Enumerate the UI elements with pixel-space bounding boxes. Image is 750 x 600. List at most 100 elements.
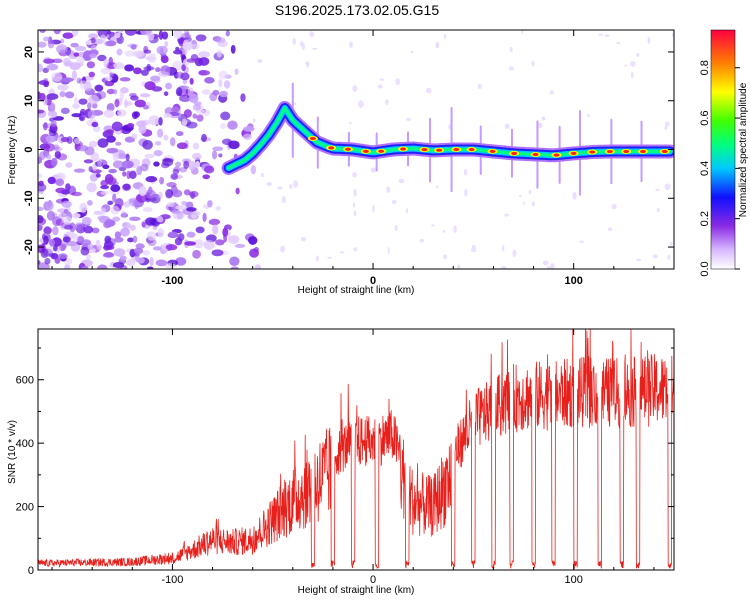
spectrogram-hotspot-core: [570, 151, 577, 156]
spectrogram-x-axis-label: Height of straight line (km): [298, 285, 415, 296]
spectrogram-noise-blob: [140, 30, 152, 36]
spectrogram-noise-blob: [155, 259, 168, 267]
spectrogram-noise-blob: [250, 164, 257, 175]
spectrogram-noise-blob: [372, 204, 375, 213]
spectrogram-noise-blob: [180, 72, 190, 81]
spectrogram-noise-blob: [177, 233, 185, 242]
spectrogram-noise-blob: [164, 41, 169, 48]
spectrogram-noise-blob: [636, 258, 642, 261]
spectrogram-noise-blob: [143, 66, 155, 71]
spectrogram-noise-blob: [52, 225, 59, 236]
spectrogram-noise-blob: [64, 224, 74, 230]
spectrogram-noise-blob: [65, 162, 73, 168]
spectrogram-noise-blob: [100, 207, 107, 216]
spectrogram-noise-blob: [457, 264, 461, 269]
spectrogram-noise-blob: [112, 193, 117, 203]
spectrogram-noise-blob: [280, 245, 286, 253]
spectrogram-noise-blob: [47, 39, 55, 49]
spectrogram-noise-blob: [266, 182, 272, 187]
spectrogram-noise-blob: [192, 249, 201, 259]
spectrogram-noise-blob: [398, 178, 405, 184]
spectrogram-noise-blob: [45, 153, 52, 160]
spectrogram-noise-blob: [112, 89, 118, 95]
spectrogram-noise-blob: [192, 142, 200, 150]
spectrogram-noise-blob: [103, 58, 109, 68]
spectrogram-noise-blob: [95, 239, 101, 247]
spectrogram-noise-blob: [44, 257, 51, 265]
spectrogram-noise-blob: [90, 37, 96, 44]
spectrogram-noise-blob: [72, 103, 81, 109]
spectrogram-noise-blob: [162, 158, 174, 167]
spectrogram-noise-blob: [186, 58, 198, 63]
spectrogram-noise-blob: [655, 188, 660, 191]
spectrogram-noise-blob: [42, 67, 49, 74]
spectrogram-y-tick-label: -10: [23, 190, 35, 206]
spectrogram-noise-blob: [112, 152, 120, 162]
spectrogram-noise-blob: [127, 237, 135, 243]
spectrogram-noise-blob: [305, 61, 308, 65]
spectrogram-noise-blob: [183, 160, 190, 170]
spectrogram-noise-blob: [140, 163, 149, 172]
spectrogram-noise-blob: [254, 264, 262, 269]
spectrogram-noise-blob: [105, 76, 113, 81]
spectrogram-noise-blob: [293, 180, 299, 188]
spectrogram-noise-blob: [292, 38, 297, 45]
spectrogram-noise-blob: [156, 215, 164, 223]
spectrogram-noise-blob: [201, 133, 207, 143]
spectrogram-noise-blob: [38, 109, 45, 114]
spectrogram-x-tick-label: 100: [565, 275, 583, 287]
spectrogram-noise-blob: [550, 263, 555, 269]
spectrogram-noise-blob: [76, 77, 82, 84]
spectrogram-noise-blob: [73, 137, 81, 145]
spectrogram-noise-blob: [470, 247, 477, 253]
spectrogram-noise-blob: [43, 58, 55, 64]
spectrogram-noise-blob: [204, 77, 215, 84]
spectrogram-noise-blob: [175, 131, 184, 137]
spectrogram-noise-blob: [161, 31, 169, 40]
spectrogram-noise-blob: [135, 255, 141, 262]
spectrogram-noise-blob: [196, 114, 204, 122]
spectrogram-noise-blob: [309, 31, 315, 38]
spectrogram-noise-blob: [106, 103, 115, 112]
spectrogram-noise-blob: [43, 226, 53, 234]
spectrogram-noise-blob: [158, 71, 171, 77]
spectrogram-noise-blob: [240, 93, 246, 102]
spectrogram-noise-blob: [160, 55, 169, 64]
spectrogram-noise-blob: [185, 201, 194, 209]
spectrogram-noise-blob: [228, 235, 240, 244]
spectrogram-hotspot-core: [400, 147, 407, 151]
spectrogram-noise-blob: [201, 109, 211, 116]
spectrogram-noise-blob: [90, 152, 99, 162]
spectrogram-noise-blob: [156, 128, 164, 138]
spectrogram-x-tick-label: 0: [370, 275, 376, 287]
spectrogram-noise-blob: [72, 233, 79, 242]
spectrogram-noise-blob: [88, 33, 98, 40]
colorbar: 0.0 0.2 0.4 0.6 0.8 Normalized spectral ampl…: [699, 29, 749, 277]
spectrogram-noise-blob: [54, 150, 61, 159]
snr-marks: [38, 329, 674, 570]
spectrogram-noise-blob: [43, 122, 48, 131]
spectrogram-noise-blob: [45, 135, 56, 143]
spectrogram-noise-blob: [126, 170, 131, 180]
spectrogram-noise-blob: [178, 94, 191, 102]
spectrogram-noise-blob: [208, 218, 221, 226]
spectrogram-noise-blob: [119, 77, 131, 82]
spectrogram-noise-blob: [165, 244, 178, 251]
spectrogram-noise-blob: [349, 41, 353, 48]
spectrogram-noise-blob: [579, 240, 584, 244]
spectrogram-noise-blob: [92, 103, 98, 109]
spectrogram-noise-blob: [214, 37, 226, 43]
spectrogram-noise-blob: [453, 225, 457, 233]
spectrogram-noise-blob: [243, 126, 255, 132]
spectrogram-noise-blob: [636, 52, 640, 58]
spectrogram-noise-blob: [501, 244, 505, 252]
spectrogram-noise-blob: [102, 252, 115, 258]
spectrogram-noise-blob: [394, 225, 398, 232]
spectrogram-noise-blob: [149, 257, 154, 267]
spectrogram-noise-blob: [64, 91, 75, 99]
spectrogram-noise-blob: [104, 219, 115, 228]
spectrogram-noise-blob: [405, 208, 409, 214]
spectrogram-noise-blob: [142, 207, 153, 213]
spectrogram-noise-blob: [652, 254, 658, 259]
spectrogram-noise-blob: [464, 188, 468, 197]
